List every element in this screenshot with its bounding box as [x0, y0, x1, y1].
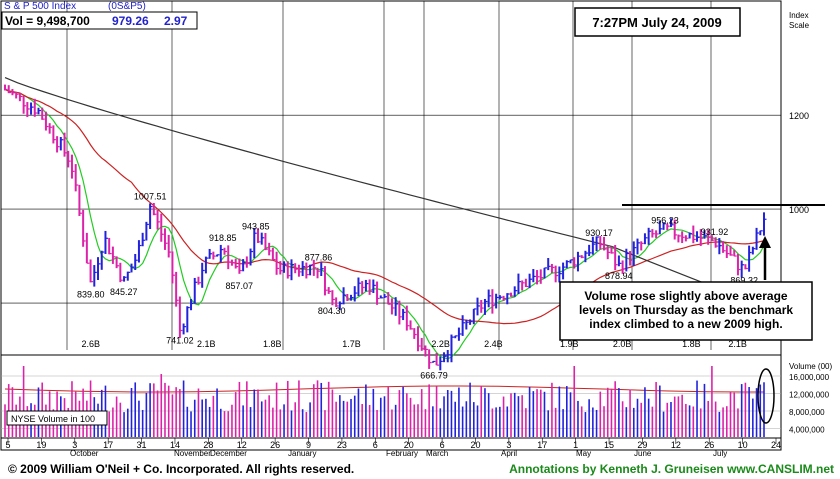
date-tick-label: 17: [103, 440, 113, 450]
date-tick-label: 12: [671, 440, 681, 450]
price-point-label: 741.02: [166, 336, 194, 346]
date-tick-label: 15: [604, 440, 614, 450]
chart-title: S & P 500 Index: [4, 1, 76, 12]
price-labels: 839.80 845.27 1007.51 741.02 918.85 857.07 943…: [77, 192, 758, 381]
month-label: December: [210, 449, 247, 458]
price-point-label: 1007.51: [134, 192, 167, 202]
date-tick-label: 12: [237, 440, 247, 450]
symbol-label: (0S&P5): [108, 1, 146, 12]
annotation-box: [559, 281, 813, 341]
date-tick-label: 26: [270, 440, 280, 450]
price-readout: 979.26: [112, 14, 149, 28]
annotation-arrow-head: [759, 236, 771, 248]
date-tick-label: 31: [137, 440, 147, 450]
date-tick-label: 9: [306, 440, 311, 450]
month-label: May: [576, 449, 591, 458]
month-label: March: [426, 449, 448, 458]
ma-medium-line: [4, 88, 765, 325]
month-label: June: [634, 449, 652, 458]
volume-peak-label: 2.4B: [484, 339, 503, 349]
nyse-label: NYSE Volume in 100: [11, 414, 95, 424]
price-tick-label: 1000: [789, 205, 809, 215]
month-label: July: [713, 449, 727, 458]
month-label: February: [386, 449, 418, 458]
date-tick-label: 23: [337, 440, 347, 450]
credit-text: Annotations by Kenneth J. Gruneisen www.…: [509, 462, 834, 476]
date-tick-label: 26: [704, 440, 714, 450]
volume-peak-label: 1.9B: [560, 339, 579, 349]
price-bars: [4, 84, 767, 371]
price-point-label: 877.86: [305, 252, 333, 262]
date-tick-label: 3: [72, 440, 77, 450]
date-tick-label: 20: [470, 440, 480, 450]
header-box: [1, 11, 198, 30]
volume-peak-label: 1.8B: [263, 339, 282, 349]
price-point-label: 930.17: [585, 228, 613, 238]
volume-tick-label: 12,000,000: [789, 391, 830, 400]
date-tick-label: 3: [506, 440, 511, 450]
index-scale-label: Index Scale: [789, 11, 810, 30]
plot-frame: [0, 0, 782, 451]
annotation-text: Volume rose slightly above average levels…: [579, 289, 793, 331]
month-label: October: [70, 449, 99, 458]
date-tick-label: 17: [537, 440, 547, 450]
month-label: November: [174, 449, 211, 458]
date-tick-label: 29: [637, 440, 647, 450]
date-tick-label: 19: [36, 440, 46, 450]
date-tick-label: 24: [771, 440, 781, 450]
volume-peak-label: 2.1B: [197, 339, 216, 349]
price-point-label: 845.27: [110, 287, 138, 297]
month-label: April: [501, 449, 517, 458]
volume-bars: [4, 366, 765, 437]
price-point-label: 943.85: [242, 221, 270, 231]
volume-peak-label: 2.6B: [82, 339, 101, 349]
price-point-label: 666.79: [420, 371, 448, 381]
date-tick-label: 28: [203, 440, 213, 450]
volume-tick-label: 4,000,000: [789, 426, 825, 435]
timestamp: 7:27PM July 24, 2009: [592, 15, 721, 30]
volume-readout: Vol = 9,498,700: [5, 14, 90, 28]
date-tick-label: 6: [373, 440, 378, 450]
moving-average-lines: [4, 77, 765, 393]
price-point-label: 869.32: [730, 275, 758, 285]
price-tick-label: 1200: [789, 111, 809, 121]
volume-peak-label: 2.0B: [613, 339, 632, 349]
timestamp-box: [574, 7, 741, 37]
month-label: January: [288, 449, 316, 458]
volume-tick-label: 8,000,000: [789, 408, 825, 417]
volume-axis-label: Volume (00): [789, 362, 832, 371]
volume-peak-label: 1.7B: [342, 339, 361, 349]
price-point-label: 804.30: [318, 306, 346, 316]
price-point-label: 839.80: [77, 289, 105, 299]
copyright-text: © 2009 William O'Neil + Co. Incorporated…: [8, 462, 354, 476]
date-tick-label: 14: [170, 440, 180, 450]
price-point-label: 878.94: [605, 271, 633, 281]
date-tick-label: 10: [738, 440, 748, 450]
price-point-label: 956.23: [651, 216, 679, 226]
volume-peak-label: 1.8B: [682, 339, 701, 349]
date-tick-label: 20: [404, 440, 414, 450]
nyse-label-box: [6, 410, 108, 426]
price-point-label: 918.85: [209, 233, 237, 243]
volume-peak-label: 2.1B: [728, 339, 747, 349]
date-tick-label: 1: [573, 440, 578, 450]
volume-peak-label: 2.2B: [431, 339, 450, 349]
ma-long-line: [4, 77, 765, 308]
volume-highlight-ellipse: [757, 368, 775, 424]
date-tick-label: 5: [5, 440, 10, 450]
change-readout: 2.97: [164, 14, 188, 28]
price-point-label: 857.07: [226, 281, 254, 291]
volume-tick-label: 16,000,000: [789, 373, 830, 382]
price-point-label: 931.92: [701, 227, 729, 237]
axis-labels: 80010001200Volume (00)16,000,00012,000,0…: [5, 111, 832, 458]
date-tick-label: 6: [440, 440, 445, 450]
